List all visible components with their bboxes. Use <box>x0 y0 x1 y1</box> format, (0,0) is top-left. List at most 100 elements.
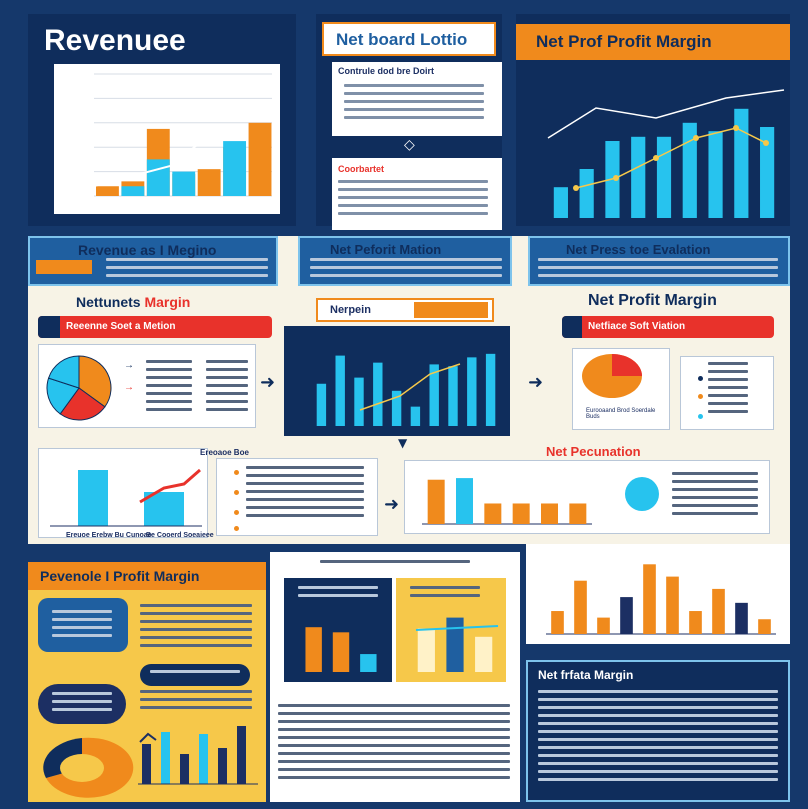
yellow-bar-3 <box>180 754 189 784</box>
pie-left-arrow-icon-2: → <box>124 382 134 393</box>
net-prof-chart <box>547 89 785 218</box>
net-board-title: Net board Lottio <box>336 30 468 49</box>
net-press-title: Net Press toe Evalation <box>566 242 711 257</box>
bar-10 <box>485 353 496 426</box>
callout-top <box>332 62 502 136</box>
bar-10 <box>758 619 771 634</box>
pill-label <box>140 664 250 686</box>
yellow-bar-4 <box>199 734 208 784</box>
bar-4 <box>620 597 633 634</box>
chart-a <box>305 627 377 672</box>
point-3 <box>653 155 659 161</box>
callout-bottom-title: Coorbartet <box>338 164 385 174</box>
trend-line-yellow <box>575 127 767 189</box>
trend-line-white <box>547 89 785 139</box>
revenue-red-banner-label: Reeenne Soet a Metion <box>66 321 176 332</box>
bar-1 <box>417 628 435 672</box>
mini-bar-chart <box>50 468 202 527</box>
net-board-panel: Net board Lottio Contrule dod bre Doirt … <box>316 14 502 230</box>
down-arrow-icon: ◇ <box>404 137 415 153</box>
revenue-bar-5 <box>197 169 221 196</box>
netfiace-banner-label: Netfiace Soft Viation <box>588 321 686 332</box>
bar-9 <box>760 127 775 218</box>
bar-8 <box>712 588 725 634</box>
mid-chart-label: Nerpein <box>330 304 371 316</box>
mini-bar-title: Ereoaoe Boe <box>200 448 249 457</box>
bar-6 <box>410 406 421 426</box>
revenue-bar-1 <box>96 186 119 196</box>
bottom-right-chart <box>546 564 776 635</box>
bar-2 <box>579 169 594 218</box>
point-6 <box>763 140 769 146</box>
net-perf-title: Net Peforit Mation <box>330 242 442 257</box>
bar-6 <box>666 576 679 634</box>
mid-trend-line <box>359 363 461 411</box>
net-perf-panel <box>298 236 512 286</box>
bar-1 <box>427 479 445 524</box>
yellow-bar-6 <box>237 726 246 784</box>
revenue-profit-banner <box>28 562 266 590</box>
mini-bar-2 <box>144 492 184 526</box>
bar-3 <box>360 654 377 672</box>
net-profit-mid-title: Net Profit Margin <box>588 292 717 309</box>
bottom-left-caption: Ereuoe Erebw Bu Cunoae <box>66 532 152 539</box>
revenue-bar-b-3 <box>146 159 170 196</box>
pecunation-circle <box>625 477 659 511</box>
revenue-chart <box>93 73 272 197</box>
bar-8 <box>448 366 458 426</box>
down-arrow-icon-2: ▼ <box>398 436 408 450</box>
bar-3 <box>475 636 493 672</box>
bar-8 <box>734 108 749 218</box>
mini-bar-1 <box>78 470 108 526</box>
bar-6 <box>682 122 697 218</box>
donut-chart <box>43 737 134 798</box>
bar-7 <box>708 131 723 218</box>
callout-top-title: Contrule dod bre Doirt <box>338 66 434 76</box>
bar-4 <box>512 503 530 524</box>
revenue-bar-7 <box>248 122 272 196</box>
callout-bottom <box>332 158 502 230</box>
bar-7 <box>429 364 439 426</box>
bar-5 <box>643 564 656 634</box>
yellow-arrow-line <box>139 732 157 743</box>
point-2 <box>613 175 619 181</box>
pie-slice-3 <box>46 377 80 415</box>
net-board-banner <box>322 22 496 56</box>
yellow-mini-chart <box>138 726 258 785</box>
net-tunets-title: Nettunets Margin <box>76 294 191 310</box>
right-arrow-icon: ➜ <box>260 372 276 393</box>
bar-5 <box>391 390 402 426</box>
pie-chart-right <box>582 354 642 398</box>
pie-slice-2 <box>612 354 642 376</box>
pie-slice-4 <box>47 355 80 389</box>
revenue-margin-title: Revenue as I Megino <box>78 242 217 258</box>
revenue-bar-b-6 <box>223 141 247 196</box>
bar-3 <box>484 503 502 524</box>
revenue-bar-b-2 <box>121 186 145 196</box>
bar-2 <box>335 355 345 426</box>
right-arrow-icon-3: ➜ <box>384 494 400 515</box>
yellow-bar-1 <box>142 744 151 784</box>
bar-1 <box>551 611 564 634</box>
bullets-panel <box>216 458 378 536</box>
kpi-card <box>38 598 128 652</box>
revenue-title: Revenuee <box>44 24 186 57</box>
revenue-panel: Revenuee <box>28 14 296 226</box>
net-prof-banner <box>516 24 790 60</box>
yellow-bar-2 <box>161 732 170 784</box>
bar-4 <box>373 362 383 426</box>
revenue-margin-tag <box>36 260 92 274</box>
bar-4 <box>631 136 646 218</box>
bar-1 <box>305 627 322 672</box>
mini-trend-line <box>139 468 201 504</box>
bar-9 <box>735 602 748 634</box>
point-1 <box>573 185 579 191</box>
bar-3 <box>354 377 364 426</box>
yellow-bar-5 <box>218 748 227 784</box>
bar-6 <box>569 503 587 524</box>
bar-9 <box>467 357 477 426</box>
chart-b <box>415 617 499 672</box>
pecunation-chart <box>422 478 592 525</box>
revenue-profit-title: Pevenole I Profit Margin <box>40 568 200 584</box>
mid-chart <box>316 353 496 426</box>
